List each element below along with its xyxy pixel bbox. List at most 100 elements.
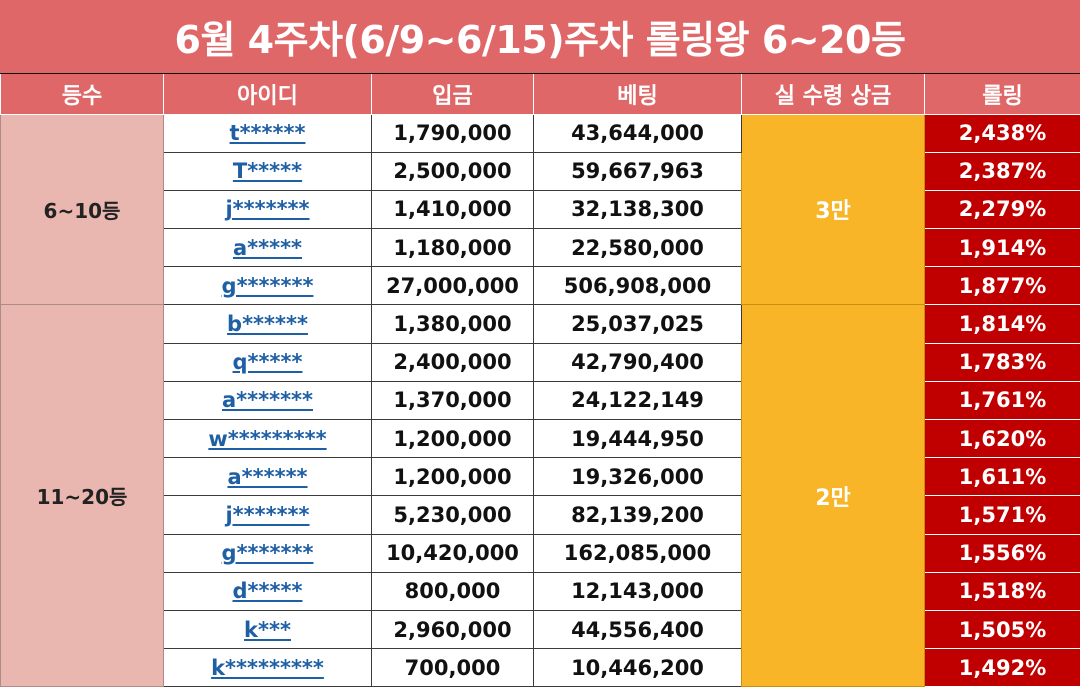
user-id-link[interactable]: g******* [221,273,314,298]
rolling-cell: 2,438% [924,113,1080,153]
user-id-cell: b****** [163,304,372,344]
user-id-link[interactable]: b****** [227,312,308,337]
bet-cell: 162,085,000 [533,533,742,573]
rolling-cell: 1,492% [924,648,1080,687]
bet-cell: 59,667,963 [533,151,742,191]
user-id-cell: T***** [163,151,372,191]
table-row: w********* 1,200,000 19,444,950 1,620% [1,418,1080,459]
user-id-cell: k*** [163,609,372,650]
table-row: j******* 1,410,000 32,138,300 2,279% [1,189,1080,230]
header-id: 아이디 [163,74,372,115]
header-rolling: 롤링 [924,74,1080,115]
bet-cell: 82,139,200 [533,495,742,535]
table-body: 6~10등 t****** 1,790,000 43,644,000 3만 2,438% T… [0,113,1080,687]
user-id-link[interactable]: a******* [221,388,314,413]
rolling-cell: 1,814% [924,304,1080,344]
rolling-cell: 1,556% [924,533,1080,573]
deposit-cell: 2,500,000 [371,151,534,191]
table-row: a***** 1,180,000 22,580,000 1,914% [1,228,1080,268]
table-row: k*** 2,960,000 44,556,400 1,505% [1,609,1080,650]
bet-cell: 19,444,950 [533,418,742,459]
rolling-cell: 1,505% [924,609,1080,650]
deposit-cell: 5,230,000 [371,495,534,535]
header-bet: 베팅 [533,74,742,115]
user-id-cell: j******* [163,189,372,230]
user-id-cell: a***** [163,228,372,268]
deposit-cell: 800,000 [371,571,534,611]
rolling-cell: 1,877% [924,266,1080,306]
deposit-cell: 1,380,000 [371,304,534,344]
rolling-cell: 1,783% [924,342,1080,382]
rolling-cell: 1,914% [924,228,1080,268]
table-row: g******* 10,420,000 162,085,000 1,556% [1,533,1080,573]
table-row: a******* 1,370,000 24,122,149 1,761% [1,380,1080,421]
user-id-cell: a****** [163,457,372,497]
user-id-link[interactable]: j******* [225,197,310,222]
table-row: k********* 700,000 10,446,200 1,492% [1,648,1080,687]
user-id-cell: q***** [163,342,372,382]
rolling-cell: 2,279% [924,189,1080,230]
bet-cell: 10,446,200 [533,648,742,687]
bet-cell: 19,326,000 [533,457,742,497]
deposit-cell: 1,200,000 [371,457,534,497]
user-id-link[interactable]: g******* [221,541,314,566]
deposit-cell: 1,200,000 [371,418,534,459]
header-prize: 실 수령 상금 [741,74,925,115]
rolling-cell: 1,611% [924,457,1080,497]
user-id-link[interactable]: q***** [232,350,303,375]
user-id-link[interactable]: a****** [227,464,308,489]
bet-cell: 506,908,000 [533,266,742,306]
user-id-cell: g******* [163,533,372,573]
user-id-cell: a******* [163,380,372,421]
table-row: q***** 2,400,000 42,790,400 1,783% [1,342,1080,382]
deposit-cell: 1,370,000 [371,380,534,421]
user-id-cell: d***** [163,571,372,611]
ranking-table: 등수 아이디 입금 베팅 실 수령 상금 롤링 6~10등 t****** 1,79… [0,74,1080,687]
user-id-link[interactable]: w********* [208,426,327,451]
table-row: 6~10등 t****** 1,790,000 43,644,000 3만 2,438% [0,113,1080,306]
deposit-cell: 2,960,000 [371,609,534,650]
rolling-cell: 1,620% [924,418,1080,459]
table-row: a****** 1,200,000 19,326,000 1,611% [1,457,1080,497]
bet-cell: 22,580,000 [533,228,742,268]
bet-cell: 44,556,400 [533,609,742,650]
rank-range-cell: 11~20등 [0,304,164,687]
user-id-link[interactable]: T***** [232,159,303,184]
prize-cell: 3만 [741,113,925,306]
deposit-cell: 1,410,000 [371,189,534,230]
user-id-link[interactable]: k********* [211,655,324,680]
user-id-link[interactable]: k*** [244,617,291,642]
bet-cell: 42,790,400 [533,342,742,382]
table-row: T***** 2,500,000 59,667,963 2,387% [1,151,1080,191]
page-title: 6월 4주차(6/9~6/15)주차 롤링왕 6~20등 [0,0,1080,73]
bet-cell: 32,138,300 [533,189,742,230]
rolling-cell: 1,518% [924,571,1080,611]
deposit-cell: 1,180,000 [371,228,534,268]
header-rank: 등수 [0,74,164,115]
deposit-cell: 10,420,000 [371,533,534,573]
deposit-cell: 27,000,000 [371,266,534,306]
user-id-link[interactable]: j******* [225,502,310,527]
user-id-link[interactable]: t****** [229,121,306,146]
rolling-cell: 1,761% [924,380,1080,421]
user-id-cell: w********* [163,418,372,459]
user-id-link[interactable]: d***** [232,579,303,604]
rolling-cell: 1,571% [924,495,1080,535]
bet-cell: 12,143,000 [533,571,742,611]
bet-cell: 25,037,025 [533,304,742,344]
deposit-cell: 2,400,000 [371,342,534,382]
prize-cell: 2만 [741,304,925,687]
user-id-cell: j******* [163,495,372,535]
user-id-link[interactable]: a***** [232,235,303,260]
deposit-cell: 1,790,000 [371,113,534,153]
user-id-cell: g******* [163,266,372,306]
rolling-cell: 2,387% [924,151,1080,191]
user-id-cell: t****** [163,113,372,153]
deposit-cell: 700,000 [371,648,534,687]
table-row: 11~20등 b****** 1,380,000 25,037,025 2만 1,814% [0,304,1080,687]
table-header-row: 등수 아이디 입금 베팅 실 수령 상금 롤링 [0,74,1080,115]
bet-cell: 24,122,149 [533,380,742,421]
bet-cell: 43,644,000 [533,113,742,153]
table-row: d***** 800,000 12,143,000 1,518% [1,571,1080,611]
